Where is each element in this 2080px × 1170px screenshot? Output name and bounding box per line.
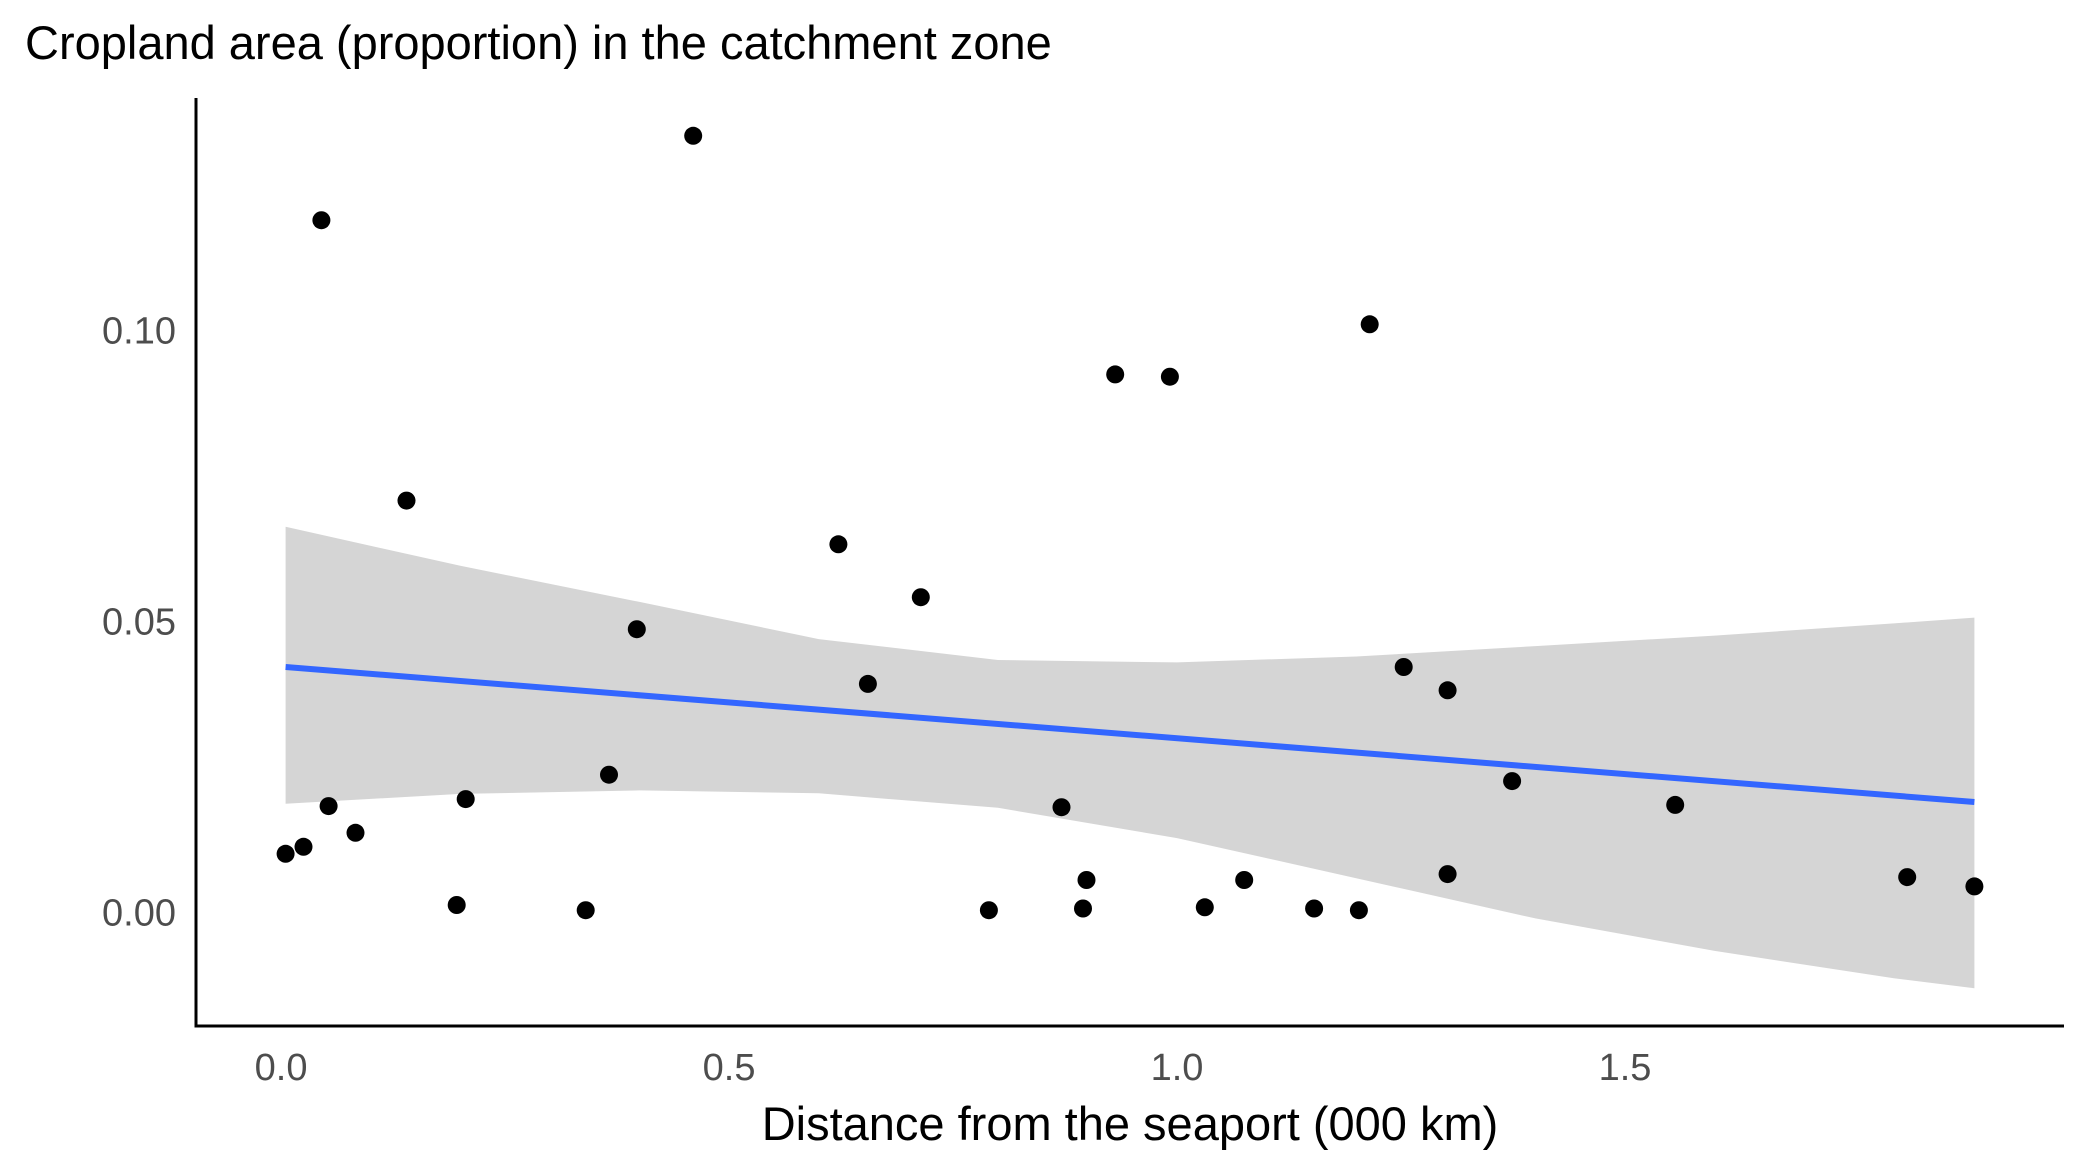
fit-line-layer [285,664,1975,805]
data-point [294,837,313,856]
data-point [1666,795,1685,814]
x-axis-label: Distance from the seaport (000 km) [762,1097,1499,1150]
data-point [456,790,475,809]
data-point [858,674,877,693]
x-tick-label: 0.0 [255,1047,308,1089]
data-point [627,620,646,639]
points-layer [276,126,1984,920]
x-tick-label: 1.5 [1599,1047,1652,1089]
data-point [1438,681,1457,700]
confidence-band-layer [285,526,1975,989]
data-point [1106,365,1125,384]
data-point [1394,658,1413,676]
data-point [312,211,331,230]
chart-title: Cropland area (proportion) in the catchm… [25,16,1052,69]
data-point [1360,315,1379,334]
data-point [576,901,595,920]
x-axis-ticks: 0.0 0.5 1.0 1.5 [255,1047,1652,1089]
data-point [397,491,416,510]
y-tick-label: 0.00 [102,893,176,935]
data-point [684,126,703,145]
confidence-band [285,526,1975,989]
data-point [346,823,365,842]
fit-line [285,664,1975,805]
data-point [1503,772,1522,791]
data-point [1305,899,1324,918]
data-point [276,844,295,863]
data-point [1160,367,1179,386]
data-point [447,896,466,914]
x-tick-label: 0.5 [703,1047,756,1089]
x-tick-label: 1.0 [1151,1047,1204,1089]
y-tick-label: 0.10 [102,311,176,353]
data-point [1965,877,1984,896]
data-point [1898,868,1917,887]
data-point [911,588,930,607]
data-point [600,765,618,784]
data-point [1074,899,1092,918]
data-point [979,901,998,920]
y-tick-label: 0.05 [102,602,176,644]
data-point [1077,871,1096,889]
data-point [319,797,338,816]
data-point [1052,798,1071,817]
data-point [1235,871,1254,889]
y-axis-ticks: 0.00 0.05 0.10 [102,311,176,935]
data-point [1195,898,1214,917]
data-point [1349,901,1368,920]
data-point [1438,865,1457,884]
data-point [829,535,848,554]
